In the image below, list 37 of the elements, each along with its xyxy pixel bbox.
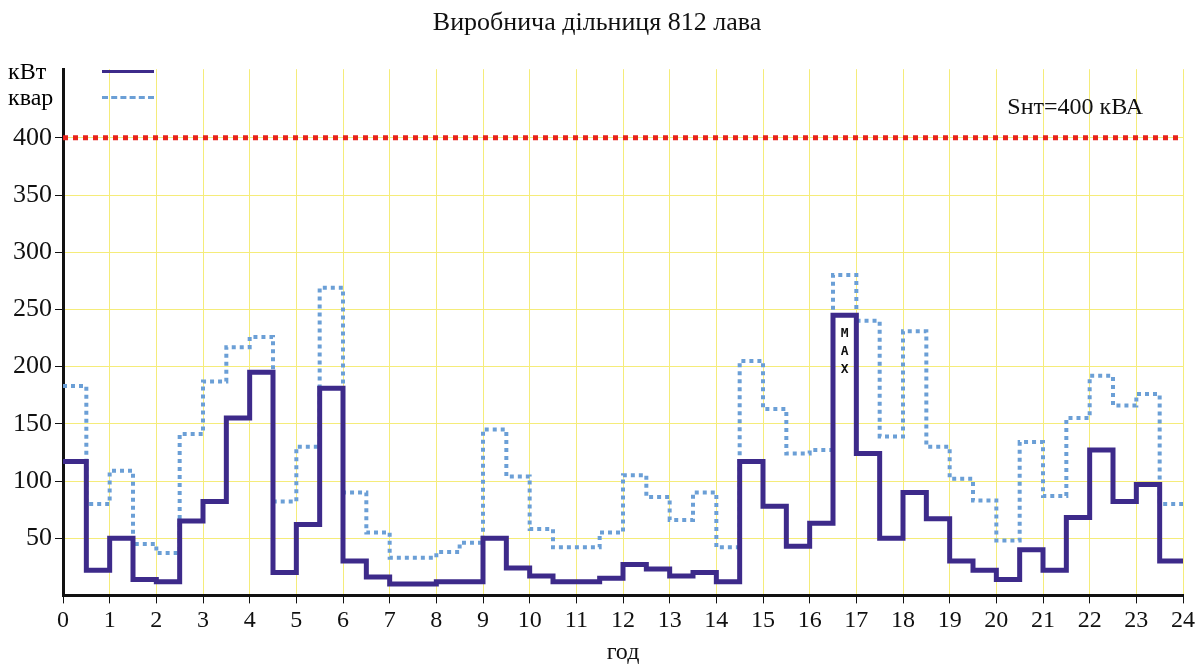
x-tick-label: 18 bbox=[891, 606, 915, 633]
x-axis-title: год bbox=[606, 637, 640, 664]
y-tick-label: 400 bbox=[13, 121, 52, 151]
x-tick-label: 9 bbox=[477, 606, 489, 633]
legend-label: кВт bbox=[8, 58, 48, 84]
x-tick-label: 12 bbox=[611, 606, 635, 633]
legend-label: квар bbox=[8, 84, 55, 110]
x-tick-label: 6 bbox=[337, 606, 349, 633]
x-tick-label: 11 bbox=[564, 606, 588, 633]
x-tick-label: 19 bbox=[937, 606, 962, 633]
x-tick-label: 7 bbox=[383, 606, 396, 633]
x-tick-label: 16 bbox=[797, 606, 822, 633]
x-tick-label: 15 bbox=[751, 606, 775, 633]
y-tick-label: 300 bbox=[13, 236, 52, 266]
x-tick-label: 8 bbox=[430, 606, 443, 633]
x-tick-label: 22 bbox=[1077, 606, 1102, 633]
x-tick-label: 3 bbox=[197, 606, 209, 633]
x-tick-label: 21 bbox=[1031, 606, 1055, 633]
x-tick-label: 24 bbox=[1171, 606, 1195, 633]
chart-title: Виробнича дільниця 812 лава bbox=[432, 7, 762, 37]
x-tick-label: 1 bbox=[103, 606, 116, 633]
y-tick-label: 100 bbox=[13, 464, 52, 494]
x-tick-label: 5 bbox=[290, 606, 303, 633]
x-tick-label: 20 bbox=[984, 606, 1009, 633]
x-tick-label: 4 bbox=[243, 606, 256, 633]
x-tick-label: 14 bbox=[704, 606, 729, 633]
x-tick-label: 23 bbox=[1124, 606, 1149, 633]
y-tick-label: 250 bbox=[13, 293, 52, 323]
y-tick-label: 150 bbox=[13, 407, 52, 437]
y-tick-label: 350 bbox=[13, 178, 52, 208]
x-tick-label: 0 bbox=[57, 606, 69, 633]
y-tick-label: 200 bbox=[13, 350, 52, 380]
y-tick-label: 50 bbox=[26, 522, 52, 552]
x-tick-label: 17 bbox=[844, 606, 869, 633]
x-tick-label: 13 bbox=[657, 606, 682, 633]
x-tick-label: 10 bbox=[517, 606, 542, 633]
x-tick-label: 2 bbox=[150, 606, 163, 633]
